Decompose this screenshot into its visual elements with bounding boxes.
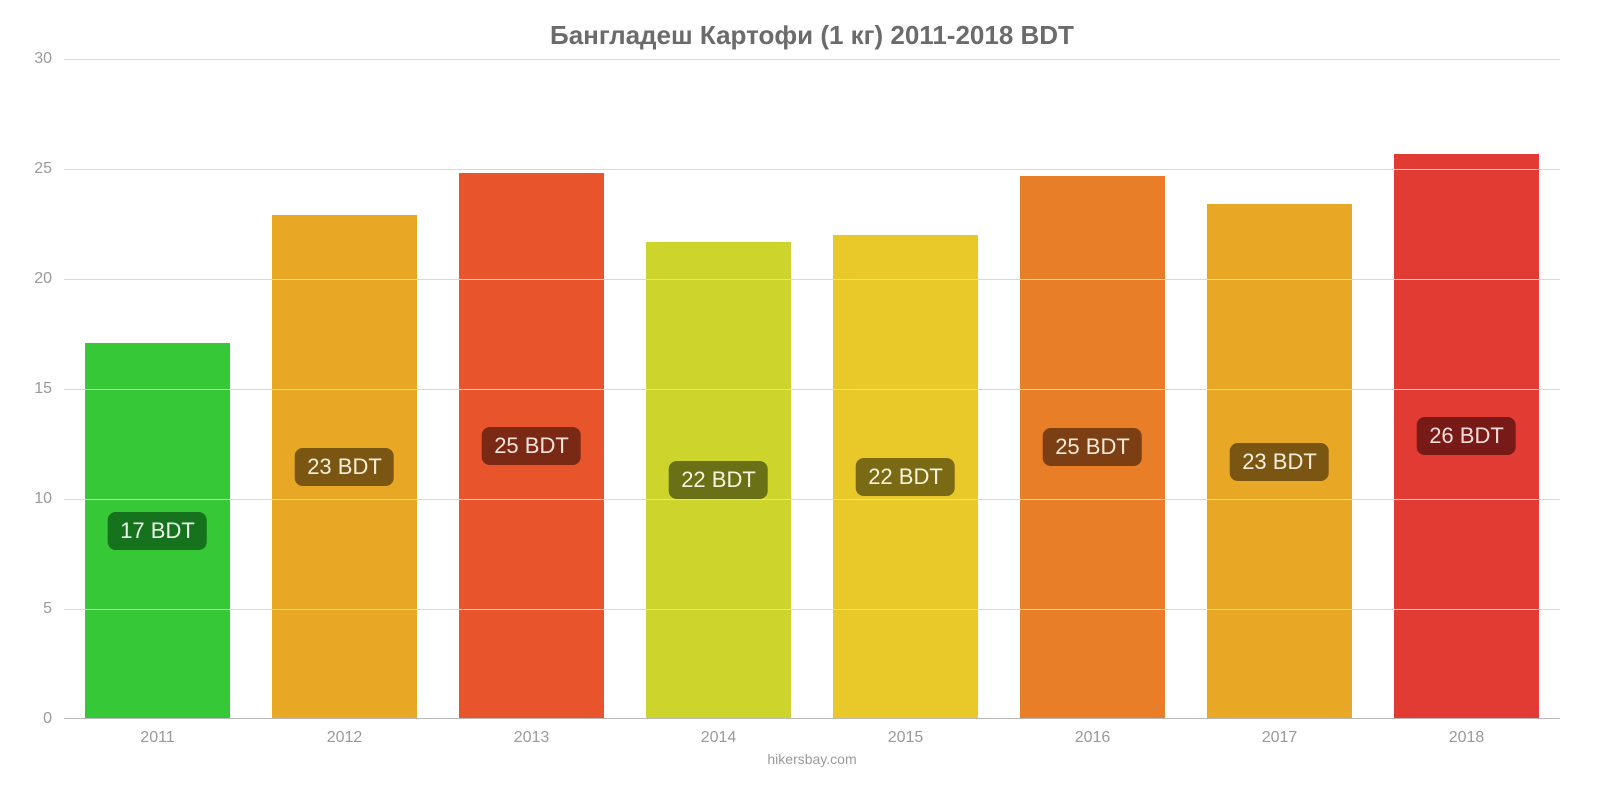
bar-value-badge: 23 BDT [295,448,394,486]
bar-value-badge: 25 BDT [1043,428,1142,466]
y-tick-label: 0 [43,710,64,728]
x-tick-label: 2013 [438,719,625,747]
bar: 25 BDT [1020,176,1166,719]
chart-title: Бангладеш Картофи (1 кг) 2011-2018 BDT [64,20,1560,51]
grid-line [64,169,1560,170]
y-tick-label: 25 [34,160,64,178]
y-tick-label: 10 [34,490,64,508]
x-tick-label: 2018 [1373,719,1560,747]
bar-value-badge: 26 BDT [1417,417,1516,455]
y-tick-label: 5 [43,600,64,618]
bar-value-badge: 25 BDT [482,427,581,465]
x-baseline [64,718,1560,719]
bar: 25 BDT [459,173,605,719]
bar: 22 BDT [646,242,792,719]
grid-line [64,499,1560,500]
chart-source: hikersbay.com [64,751,1560,767]
grid-line [64,389,1560,390]
y-tick-label: 20 [34,270,64,288]
x-tick-label: 2012 [251,719,438,747]
bar-value-badge: 17 BDT [108,512,207,550]
grid-line [64,59,1560,60]
bar-chart: Бангладеш Картофи (1 кг) 2011-2018 BDT 1… [0,0,1600,800]
bar: 22 BDT [833,235,979,719]
bar-value-badge: 22 BDT [669,461,768,499]
y-tick-label: 15 [34,380,64,398]
x-axis: 20112012201320142015201620172018 [64,719,1560,747]
grid-line [64,279,1560,280]
bar-value-badge: 22 BDT [856,458,955,496]
grid-line [64,609,1560,610]
bar: 26 BDT [1394,154,1540,719]
bar: 23 BDT [272,215,418,719]
bar-value-badge: 23 BDT [1230,443,1329,481]
plot-area: 17 BDT 23 BDT 25 BDT 22 BDT 22 BDT 25 BDT 23 B… [64,59,1560,719]
x-tick-label: 2011 [64,719,251,747]
x-tick-label: 2015 [812,719,999,747]
bar: 17 BDT [85,343,231,719]
bar: 23 BDT [1207,204,1353,719]
x-tick-label: 2014 [625,719,812,747]
x-tick-label: 2017 [1186,719,1373,747]
x-tick-label: 2016 [999,719,1186,747]
y-tick-label: 30 [34,50,64,68]
